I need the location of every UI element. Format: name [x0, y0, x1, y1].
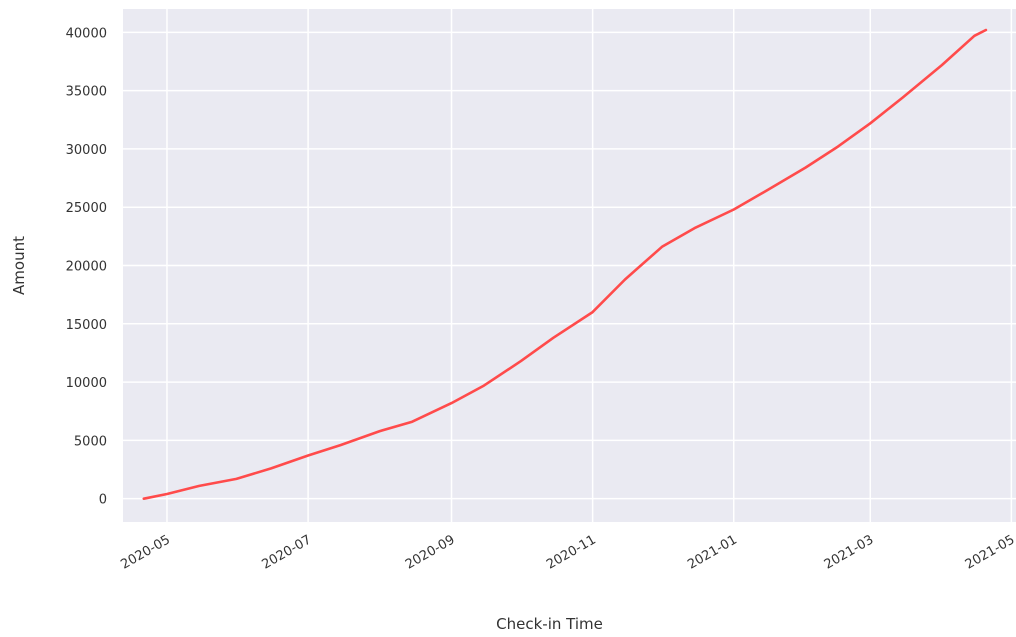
x-tick-label: 2020-11 — [544, 532, 599, 572]
y-tick-label: 20000 — [66, 260, 107, 275]
y-tick-label: 35000 — [66, 85, 107, 100]
x-axis-label: Check-in Time — [496, 615, 603, 633]
y-axis-label: Amount — [10, 236, 28, 295]
x-tick-label: 2021-05 — [963, 532, 1016, 572]
grid-lines — [123, 9, 1016, 522]
y-tick-label: 15000 — [66, 318, 107, 333]
y-tick-label: 30000 — [66, 143, 107, 158]
x-tick-label: 2020-07 — [260, 532, 315, 572]
y-axis-ticks: 0 5000 10000 15000 20000 25000 30000 35000 40000 — [66, 26, 107, 507]
y-tick-label: 5000 — [74, 434, 107, 449]
y-tick-label: 25000 — [66, 201, 107, 216]
x-tick-label: 2020-09 — [403, 532, 458, 572]
series-layer — [142, 28, 988, 501]
x-axis-ticks: 2020-05 2020-07 2020-09 2020-11 2021-01 2021-… — [118, 532, 1016, 572]
y-tick-label: 0 — [99, 493, 107, 508]
y-tick-label: 40000 — [66, 26, 107, 41]
x-tick-label: 2021-01 — [685, 532, 740, 572]
x-tick-label: 2021-03 — [822, 532, 877, 572]
y-tick-label: 10000 — [66, 376, 107, 391]
x-tick-label: 2020-05 — [118, 532, 173, 572]
series-line — [142, 28, 988, 501]
